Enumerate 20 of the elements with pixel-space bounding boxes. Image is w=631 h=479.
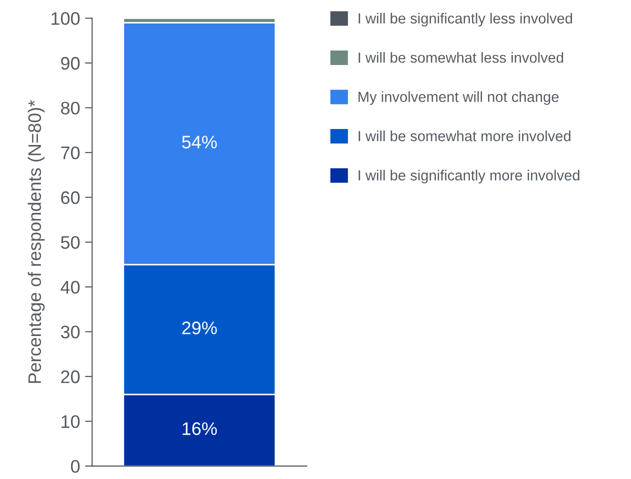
- y-tick-label: 70: [61, 146, 80, 160]
- legend-label: I will be somewhat more involved: [358, 130, 570, 142]
- y-tick-label: 20: [61, 370, 80, 384]
- legend-label: I will be somewhat less involved: [358, 52, 564, 63]
- y-tick-label: 0: [70, 460, 80, 473]
- legend-label: My involvement will not change: [358, 91, 559, 105]
- y-axis-title: Percentage of respondents (N=80)*: [28, 100, 45, 383]
- y-tick-label: 40: [60, 280, 80, 294]
- data-label: 54%: [182, 136, 217, 148]
- y-tick-label: 50: [60, 236, 80, 249]
- legend-label: I will be significantly less involved: [358, 12, 572, 26]
- y-tick-label: 80: [61, 102, 80, 114]
- data-label: 16%: [182, 422, 217, 436]
- y-tick-label: 30: [60, 326, 80, 338]
- data-label: 29%: [182, 322, 217, 334]
- y-tick-label: 100: [52, 12, 80, 25]
- y-tick-label: 60: [61, 191, 80, 204]
- y-tick-label: 90: [61, 56, 80, 70]
- legend-label: I will be significantly more involved: [358, 170, 580, 184]
- y-tick-label: 10: [62, 415, 80, 428]
